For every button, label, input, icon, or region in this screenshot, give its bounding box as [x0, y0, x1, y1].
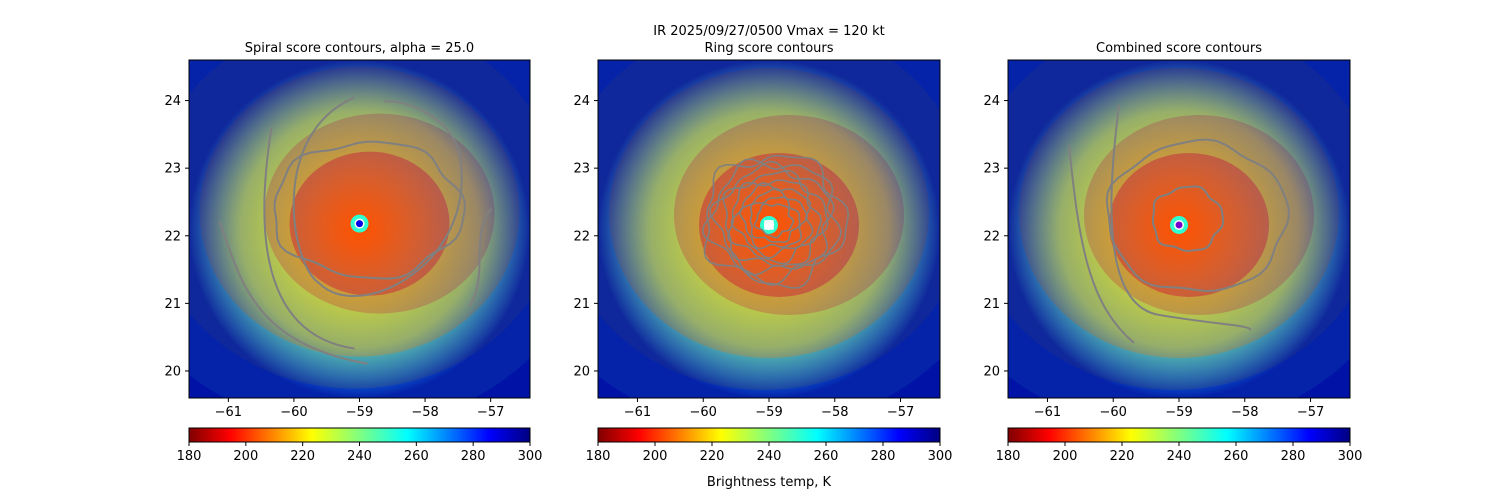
x-tick-label: −59 — [1165, 405, 1192, 420]
colorbar-tick-label: 180 — [177, 449, 202, 464]
x-tick-label: −57 — [887, 405, 914, 420]
colorbar-tick-label: 180 — [586, 449, 611, 464]
y-tick-label: 21 — [164, 297, 181, 312]
colorbar-tick-label: 200 — [1053, 449, 1078, 464]
contour-line — [1105, 138, 1290, 293]
colorbar-tick-label: 240 — [757, 449, 782, 464]
y-tick-label: 20 — [164, 364, 181, 379]
contour-line — [1151, 185, 1225, 253]
panel-3: Combined score contours −61 −60 −59 −58 −57 20… — [983, 41, 1363, 464]
contour-line — [703, 154, 850, 289]
colorbar-tick-label: 260 — [404, 449, 429, 464]
x-tick-label: −60 — [690, 405, 717, 420]
ir-image — [598, 60, 940, 398]
y-tick-label: 22 — [164, 229, 181, 244]
colorbar-tick-label: 200 — [643, 449, 668, 464]
colorbar — [188, 427, 531, 443]
x-tick-label: −57 — [477, 405, 504, 420]
colorbar-tick-label: 280 — [1281, 449, 1306, 464]
y-tick-label: 24 — [573, 94, 590, 109]
colorbar-label: Brightness temp, K — [707, 475, 832, 490]
colorbar-tick-label: 260 — [814, 449, 839, 464]
contour-line — [273, 140, 466, 280]
contour-line — [730, 182, 814, 259]
colorbar-tick-label: 200 — [233, 449, 258, 464]
panel-1: Spiral score contours, alpha = 25.0 −61 −6… — [164, 41, 543, 464]
score-contours — [701, 154, 850, 289]
colorbar-tick-label: 220 — [700, 449, 725, 464]
colorbar-tick-label: 260 — [1224, 449, 1249, 464]
center-marker — [1175, 221, 1183, 229]
score-contours — [1068, 104, 1290, 344]
colorbar-tick-label: 180 — [996, 449, 1021, 464]
center-marker — [764, 220, 774, 230]
contour-line — [468, 207, 493, 308]
ir-image — [189, 60, 530, 398]
contour-line — [263, 127, 355, 350]
y-tick-label: 24 — [164, 94, 181, 109]
x-tick-label: −59 — [755, 405, 782, 420]
eye — [764, 219, 774, 230]
y-tick-label: 20 — [983, 364, 1000, 379]
y-tick-label: 24 — [983, 94, 1000, 109]
colorbar-tick-label: 280 — [461, 449, 486, 464]
colorbar-tick-label: 300 — [1338, 449, 1363, 464]
colorbar-tick-label: 220 — [290, 449, 315, 464]
colorbar — [1007, 427, 1351, 443]
colorbar-tick-label: 300 — [518, 449, 543, 464]
y-tick-label: 22 — [573, 229, 590, 244]
contour-line — [753, 203, 795, 239]
x-tick-label: −58 — [821, 405, 848, 420]
contour-line — [1110, 104, 1252, 331]
contour-line — [738, 187, 808, 250]
colorbar-tick-label: 240 — [1167, 449, 1192, 464]
figure-suptitle: IR 2025/09/27/0500 Vmax = 120 kt — [653, 24, 884, 39]
x-tick-label: −59 — [346, 405, 373, 420]
y-tick-label: 23 — [573, 162, 590, 177]
x-tick-label: −60 — [1100, 405, 1127, 420]
y-tick-label: 21 — [983, 297, 1000, 312]
y-tick-label: 23 — [164, 162, 181, 177]
panel-title: Spiral score contours, alpha = 25.0 — [245, 41, 474, 56]
colorbar-tick-label: 240 — [347, 449, 372, 464]
x-tick-label: −57 — [1297, 405, 1324, 420]
score-contours — [218, 96, 493, 365]
colorbar-tick-label: 280 — [871, 449, 896, 464]
y-tick-label: 21 — [573, 297, 590, 312]
x-tick-label: −58 — [411, 405, 438, 420]
y-tick-label: 23 — [983, 162, 1000, 177]
contour-line — [727, 179, 823, 265]
x-tick-label: −61 — [1034, 405, 1061, 420]
center-marker — [356, 220, 363, 228]
y-tick-label: 22 — [983, 229, 1000, 244]
colorbar — [597, 427, 941, 443]
colorbar-tick-label: 220 — [1110, 449, 1135, 464]
contour-line — [722, 169, 829, 267]
colorbar-tick-label: 300 — [928, 449, 953, 464]
contour-line — [1068, 144, 1135, 344]
x-tick-label: −61 — [215, 405, 242, 420]
panel-2: Ring score contours −61 −60 −59 −58 −57 20 21 22… — [573, 41, 953, 464]
panel-title: Combined score contours — [1096, 41, 1262, 56]
contour-line — [218, 221, 368, 365]
contour-line — [292, 96, 463, 297]
panel-title: Ring score contours — [704, 41, 833, 56]
x-tick-label: −61 — [624, 405, 651, 420]
x-tick-label: −60 — [280, 405, 307, 420]
y-tick-label: 20 — [573, 364, 590, 379]
x-tick-label: −58 — [1231, 405, 1258, 420]
